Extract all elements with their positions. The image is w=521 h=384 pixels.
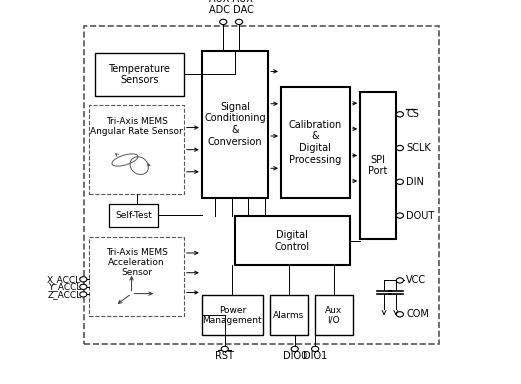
Text: Signal
Conditioning
&
Conversion: Signal Conditioning & Conversion [204, 102, 266, 147]
Text: Z_ACCL: Z_ACCL [47, 290, 81, 299]
Bar [84, 26, 439, 344]
Circle shape [396, 112, 403, 117]
Text: Calibration
&
Digital
Processing: Calibration & Digital Processing [289, 120, 342, 164]
Bar [270, 296, 308, 335]
Circle shape [235, 19, 243, 25]
Text: DOUT: DOUT [406, 210, 435, 220]
Text: AUX AUX
ADC DAC: AUX AUX ADC DAC [209, 0, 254, 15]
Text: X_ACCL: X_ACCL [47, 275, 81, 284]
Text: SPI
Port: SPI Port [368, 155, 388, 177]
Text: Y_ACCL: Y_ACCL [48, 282, 81, 291]
Circle shape [396, 312, 403, 317]
Text: DIO1: DIO1 [303, 351, 327, 361]
Text: RST: RST [215, 351, 234, 361]
Circle shape [80, 276, 87, 282]
Circle shape [221, 346, 228, 352]
Bar [360, 92, 396, 239]
Text: DIO0: DIO0 [282, 351, 307, 361]
Text: Self-Test: Self-Test [115, 211, 152, 220]
Text: Power
Management: Power Management [203, 306, 262, 325]
Circle shape [312, 346, 319, 352]
Text: Tri-Axis MEMS
Angular Rate Sensor: Tri-Axis MEMS Angular Rate Sensor [90, 117, 183, 136]
Bar [94, 53, 184, 96]
Bar [281, 87, 350, 198]
Circle shape [80, 284, 87, 290]
Text: CS: CS [406, 109, 419, 119]
Text: SCLK: SCLK [406, 143, 431, 153]
Text: Temperature
Sensors: Temperature Sensors [108, 64, 170, 85]
Bar [202, 296, 263, 335]
Circle shape [396, 179, 403, 184]
Text: VCC: VCC [406, 275, 426, 285]
Text: Aux
I/O: Aux I/O [325, 306, 342, 325]
Circle shape [220, 19, 227, 25]
Text: DIN: DIN [406, 177, 424, 187]
Circle shape [80, 292, 87, 297]
Circle shape [396, 213, 403, 218]
Bar [202, 51, 268, 198]
Circle shape [396, 146, 403, 151]
Text: Tri-Axis MEMS
Acceleration
Sensor: Tri-Axis MEMS Acceleration Sensor [106, 248, 168, 278]
Text: Alarms: Alarms [273, 311, 304, 320]
Bar [109, 204, 158, 227]
Bar [315, 296, 353, 335]
Circle shape [291, 346, 299, 352]
Text: COM: COM [406, 309, 429, 319]
Bar [90, 237, 184, 316]
Text: Digital
Control: Digital Control [275, 230, 310, 252]
Bar [90, 106, 184, 194]
Circle shape [396, 278, 403, 283]
Bar [235, 217, 350, 265]
